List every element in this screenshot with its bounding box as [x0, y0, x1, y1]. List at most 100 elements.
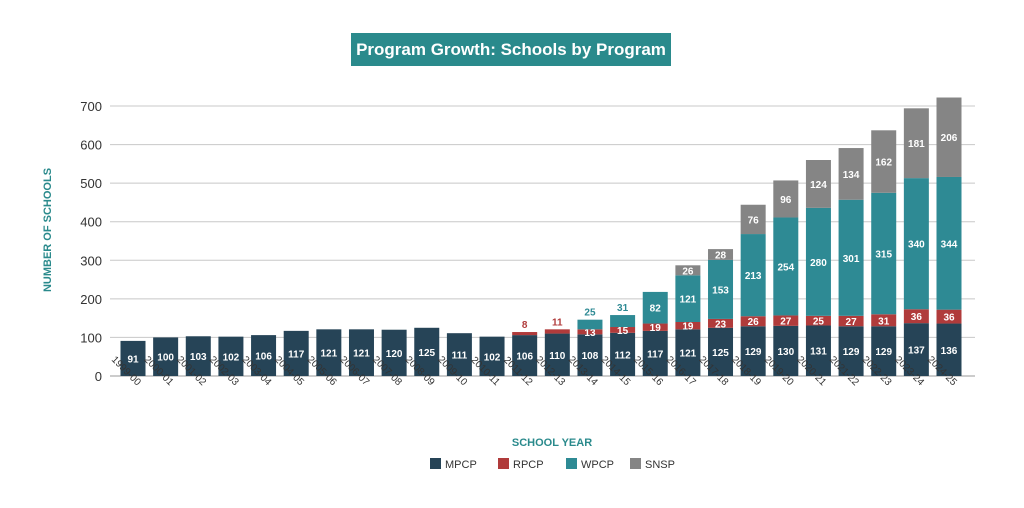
chart-title: Program Growth: Schools by Program [351, 33, 671, 66]
data-label: 13 [584, 328, 596, 339]
bar-segment-rpcp [708, 318, 734, 328]
bar-segment-mpcp [316, 329, 342, 376]
data-label: 26 [682, 266, 694, 277]
bar-stack: 103 [185, 336, 211, 376]
data-label: 108 [582, 351, 599, 362]
y-tick-label: 600 [80, 138, 102, 153]
bar-segment-snsp [708, 249, 734, 260]
bar-segment-mpcp [381, 329, 407, 376]
data-label: 11 [552, 317, 563, 328]
bar-segment-rpcp [805, 315, 831, 326]
bar-segment-rpcp [512, 332, 538, 336]
legend-item-wpcp: WPCP [566, 458, 614, 471]
bar-segment-mpcp [773, 325, 799, 376]
bar-stack: 131 25 280 124 [805, 160, 831, 376]
data-label: 28 [715, 251, 727, 262]
data-label: 124 [810, 180, 827, 191]
bar-stack: 117 [283, 330, 309, 376]
data-label: 82 [650, 304, 662, 315]
data-label: 153 [712, 285, 729, 296]
bar-segment-wpcp [773, 217, 799, 316]
bar-segment-wpcp [903, 178, 929, 310]
bar-stack: 137 36 340 181 [903, 108, 929, 376]
bar-segment-wpcp [708, 259, 734, 319]
data-label: 130 [777, 347, 794, 358]
data-label: 344 [941, 239, 958, 250]
data-label: 129 [875, 347, 892, 358]
bar-segment-snsp [838, 148, 864, 200]
data-label: 25 [813, 317, 825, 328]
bar-segment-mpcp [675, 329, 701, 376]
bar-segment-rpcp [773, 315, 799, 326]
data-label: 131 [810, 347, 827, 358]
bar-stack: 91 [120, 340, 146, 376]
data-label: 125 [712, 348, 729, 359]
bar-segment-mpcp [153, 337, 179, 376]
bar-segment-mpcp [218, 336, 244, 376]
data-label: 15 [617, 326, 629, 337]
bar-segment-rpcp [903, 309, 929, 324]
bar-segment-wpcp [871, 192, 897, 315]
data-label: 120 [386, 349, 403, 360]
data-label: 106 [255, 352, 272, 363]
bar-segment-mpcp [348, 329, 374, 376]
y-tick-label: 300 [80, 253, 102, 268]
legend-label: WPCP [581, 459, 614, 471]
bar-segment-mpcp [805, 325, 831, 376]
bar-stack: 110 11 [544, 317, 570, 376]
data-label: 36 [943, 313, 955, 324]
data-label: 112 [615, 350, 632, 361]
data-label: 31 [617, 303, 629, 314]
bar-segment-mpcp [414, 327, 440, 376]
title-text: Program Growth: Schools by Program [356, 40, 666, 59]
data-label: 117 [288, 349, 305, 360]
data-label: 136 [941, 346, 958, 357]
data-label: 8 [522, 320, 528, 331]
bar-segment-mpcp [936, 323, 962, 376]
bar-segment-mpcp [838, 326, 864, 376]
data-label: 103 [190, 352, 207, 363]
y-axis-title: NUMBER OF SCHOOLS [42, 168, 54, 292]
bar-segment-mpcp [283, 330, 309, 376]
bar-segment-mpcp [871, 326, 897, 376]
legend: MPCP RPCP WPCP SNSP [430, 458, 675, 471]
x-axis-title: SCHOOL YEAR [512, 437, 592, 449]
bar-stack: 121 [316, 329, 342, 376]
data-label: 213 [745, 271, 762, 282]
legend-swatch [566, 458, 577, 469]
bar-stack: 121 [348, 329, 374, 376]
data-label: 100 [157, 353, 174, 364]
data-label: 31 [878, 316, 890, 327]
data-label: 134 [843, 170, 860, 181]
bar-segment-mpcp [610, 332, 636, 376]
data-label: 27 [846, 317, 858, 328]
data-label: 27 [780, 317, 792, 328]
bar-segment-snsp [871, 130, 897, 193]
bar-stack: 129 31 315 162 [871, 130, 897, 376]
bar-stack: 106 [251, 335, 277, 376]
legend-item-rpcp: RPCP [498, 458, 544, 471]
bar-stack: 125 23 153 28 [708, 249, 734, 376]
data-label: 25 [584, 308, 596, 319]
y-tick-label: 700 [80, 99, 102, 114]
y-tick-label: 100 [80, 330, 102, 345]
bar-segment-rpcp [838, 315, 864, 327]
data-label: 117 [647, 349, 664, 360]
data-label: 206 [941, 133, 958, 144]
bar-stack: 117 19 82 [642, 291, 668, 376]
data-label: 106 [516, 352, 533, 363]
bar-stack: 102 [218, 336, 244, 376]
bar-segment-wpcp [740, 234, 766, 317]
data-label: 301 [843, 254, 860, 265]
bar-segment-wpcp [610, 315, 636, 328]
bar-stack: 121 19 121 26 [675, 265, 701, 376]
data-label: 102 [484, 352, 501, 363]
bar-segment-snsp [936, 97, 962, 177]
bar-stack: 102 [479, 336, 505, 376]
bar-segment-mpcp [740, 326, 766, 376]
legend-swatch [498, 458, 509, 469]
bar-segment-mpcp [251, 335, 277, 376]
bar-segment-mpcp [642, 330, 668, 376]
bar-segment-mpcp [446, 333, 472, 376]
